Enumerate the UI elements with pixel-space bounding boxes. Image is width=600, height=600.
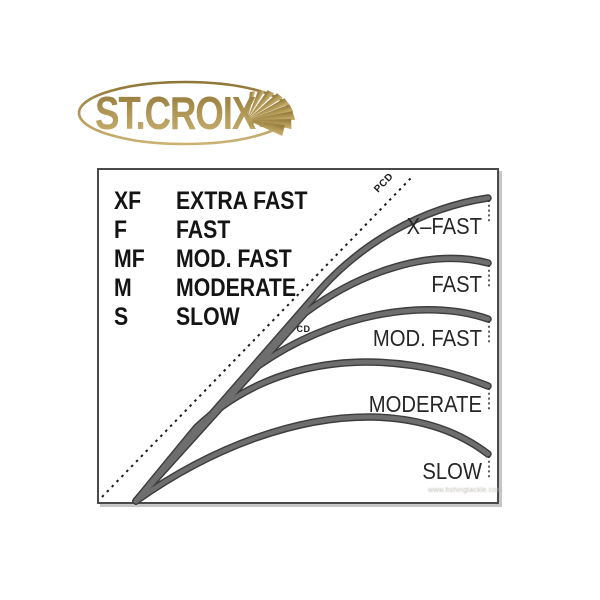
brand-text: ST.CROIX xyxy=(95,87,256,139)
rod-curve-modfast xyxy=(133,307,491,504)
action-label-moderate: MODERATE xyxy=(368,391,482,417)
action-label-slow: SLOW xyxy=(422,458,482,484)
stcroix-logo: ST.CROIX R O D xyxy=(77,80,296,146)
rod-curve-slow xyxy=(133,414,491,504)
watermark-text: www.fishingtackle.com xyxy=(428,487,503,494)
rod-curve-fast xyxy=(133,256,491,504)
action-label-modfast: MOD. FAST xyxy=(372,325,482,351)
pcd-line-label: PCD xyxy=(372,171,396,195)
pcd-mid-label: PCD xyxy=(290,324,311,334)
action-label-fast: FAST xyxy=(431,271,482,297)
rod-text: R O D xyxy=(249,122,276,129)
action-diagram-frame xyxy=(97,168,499,504)
logo-fan-icon xyxy=(247,89,296,136)
legend-name-column: EXTRA FAST FAST MOD. FAST MODERATE SLOW xyxy=(176,187,308,331)
rod-curve-xfast xyxy=(133,195,491,504)
legend-abbr-column: XF F MF M S xyxy=(114,187,145,331)
rod-curve-moderate xyxy=(133,359,491,504)
action-label-xfast: X–FAST xyxy=(406,213,482,239)
